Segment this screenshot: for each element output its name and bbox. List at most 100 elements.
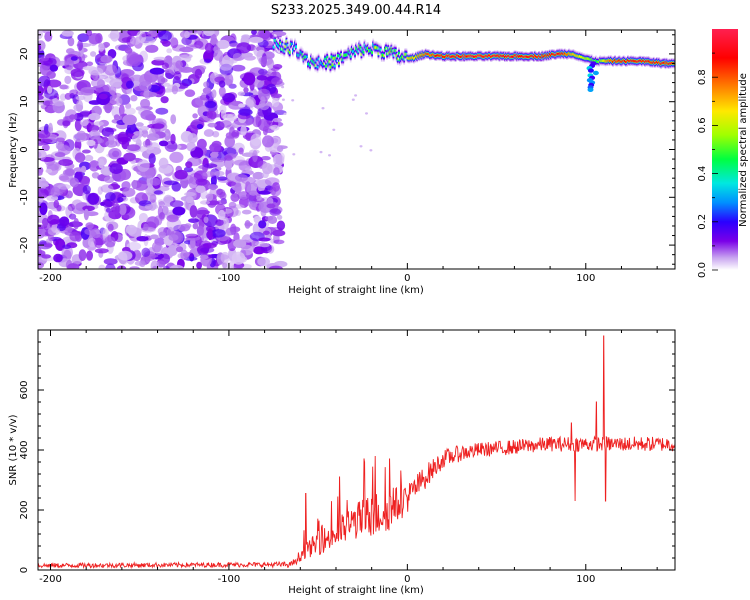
noise-speckle [332,128,336,131]
noise-speckle [173,71,182,81]
noise-speckle [251,202,258,208]
ridge-cell [446,54,448,57]
noise-speckle [153,190,164,195]
noise-speckle [100,55,113,63]
ridge-cell [498,55,501,58]
ridge-cell [279,41,281,45]
noise-speckle [161,62,169,70]
ridge-cell [537,56,539,59]
noise-speckle [38,188,49,199]
noise-speckle [224,135,235,148]
colorbar-tick-label: 0.2 [697,214,708,230]
ridge-cell [432,53,434,56]
ridge-cell [385,46,387,50]
noise-speckle [84,154,94,162]
ridge-cell [468,55,471,58]
ridge-cell [414,56,416,60]
noise-speckle [58,172,74,183]
noise-speckle [369,149,373,152]
ridge-cell [611,59,613,63]
noise-speckle [269,208,282,216]
ridge-cell [444,56,446,59]
noise-speckle [134,260,145,266]
noise-speckle [258,68,268,75]
noise-speckle [228,101,244,110]
ridge-cell [281,43,284,46]
ridge-cell [360,53,363,56]
y-tick-label: 200 [19,500,30,519]
noise-speckle [203,81,210,88]
noise-speckle [276,145,284,153]
noise-speckle [117,197,124,203]
snr-y-label: SNR (10 * v/v) [8,414,19,485]
ridge-cell [376,46,379,50]
ridge-cell [643,59,645,62]
ridge-cell [286,44,289,47]
ridge-cell [494,54,497,57]
noise-speckle [81,149,91,154]
ridge-cell [368,49,370,53]
ridge-cell [601,59,604,62]
ridge-cell [405,53,408,56]
ridge-cell [535,55,537,58]
ridge-cell [381,53,384,57]
ridge-cell [426,52,429,56]
noise-speckle [169,264,184,269]
noise-speckle [163,265,170,269]
ridge-cell [575,54,578,58]
ridge-cell [363,43,366,47]
ridge-cell [520,55,522,58]
noise-speckle [258,56,274,66]
ridge-cell [452,55,455,58]
ridge-cell [451,55,454,58]
noise-speckle [194,68,203,79]
ridge-cell [555,53,558,56]
x-tick-label: -100 [218,273,241,284]
spectrogram-x-ticks: -200 -100 0 100 [39,30,658,284]
noise-speckle [184,30,190,39]
ridge-cell [318,63,321,66]
ridge-cell [391,50,394,53]
noise-speckle [104,102,112,114]
ridge-cell [574,54,577,57]
ridge-cell [663,61,666,64]
noise-speckle [359,145,363,148]
noise-speckle [168,234,179,241]
noise-speckle [149,67,165,75]
ridge-cell [547,54,550,58]
noise-speckle [196,261,203,269]
ridge-cell [357,50,360,53]
ridge-cell [483,55,486,58]
ridge-cell [419,53,422,56]
noise-speckle [131,134,141,143]
ridge-cell [566,53,568,56]
noise-speckle [321,107,325,110]
noise-speckle [196,30,203,35]
noise-speckle [188,176,199,189]
ridge-cell [495,55,498,58]
ridge-cell [560,52,563,55]
spectrogram-x-label: Height of straight line (km) [288,285,424,296]
noise-speckle [228,201,237,209]
ridge-cell [309,63,311,67]
noise-speckle [38,171,43,176]
ridge-cell [652,60,655,63]
ridge-cell [508,54,511,57]
colorbar: 0.0 0.2 0.4 0.6 0.8 Normalized spectral ampl… [697,29,749,278]
ridge-cell [463,56,466,59]
ridge-cell [578,55,581,58]
ridge-cell [410,57,413,60]
ridge-cell [500,54,503,58]
ridge-cell [342,58,345,62]
ridge-cell [543,54,546,57]
ridge-cell [310,57,312,61]
ridge-cell [456,54,459,57]
noise-speckle [125,224,137,235]
noise-speckle [220,251,230,264]
y-tick-label: 10 [19,95,30,108]
ridge-cell [448,54,451,57]
ridge-cell [629,60,631,63]
noise-speckle [204,42,213,53]
noise-speckle [39,138,53,143]
noise-speckle [109,163,123,175]
